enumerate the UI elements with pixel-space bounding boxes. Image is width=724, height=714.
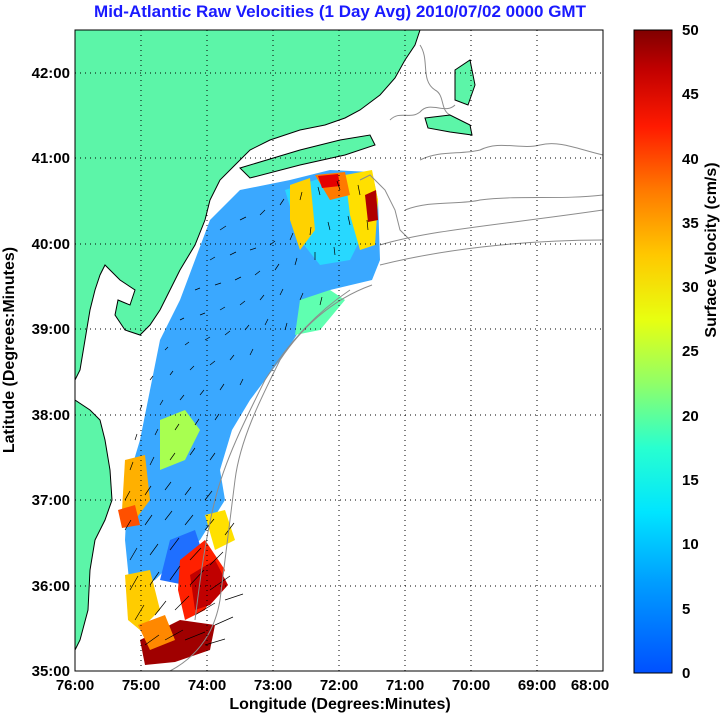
colorbar-tick-label: 50 <box>682 22 699 39</box>
colorbar-tick-label: 20 <box>682 408 699 425</box>
current-vectors <box>124 180 369 646</box>
y-tick-label: 36:00 <box>32 578 70 595</box>
x-tick-label: 72:00 <box>320 677 358 694</box>
colorbar-tick-label: 25 <box>682 343 699 360</box>
x-tick-label: 76:00 <box>56 677 94 694</box>
colorbar-tick-label: 30 <box>682 279 699 296</box>
y-axis-label: Latitude (Degrees:Minutes) <box>1 247 18 453</box>
plot-frame <box>74 29 604 672</box>
velocity-field <box>118 170 380 665</box>
colorbar-tick-label: 35 <box>682 215 699 232</box>
x-tick-label: 71:00 <box>386 677 424 694</box>
graticule <box>75 30 603 671</box>
colorbar-label: Surface Velocity (cm/s) <box>703 162 720 337</box>
x-tick-label: 70:00 <box>452 677 490 694</box>
map-title: Mid-Atlantic Raw Velocities (1 Day Avg) … <box>94 2 587 21</box>
x-tick-label: 75:00 <box>122 677 160 694</box>
y-tick-label: 40:00 <box>32 236 70 253</box>
colorbar: 0 5 10 15 20 25 30 35 40 45 50 Surface V… <box>633 22 720 682</box>
map-plot-area[interactable] <box>74 29 604 672</box>
y-tick-label: 41:00 <box>32 150 70 167</box>
x-tick-label: 68:00 <box>571 677 609 694</box>
x-axis: 76:00 75:00 74:00 73:00 72:00 71:00 70:0… <box>56 677 609 713</box>
x-tick-label: 69:00 <box>518 677 556 694</box>
landmass <box>75 30 476 651</box>
y-tick-label: 39:00 <box>32 321 70 338</box>
colorbar-tick-label: 10 <box>682 536 699 553</box>
colorbar-tick-label: 45 <box>682 86 699 103</box>
colorbar-tick-label: 15 <box>682 472 699 489</box>
x-tick-label: 74:00 <box>188 677 226 694</box>
x-axis-label: Longitude (Degrees:Minutes) <box>229 696 450 713</box>
y-axis: 35:00 36:00 37:00 38:00 39:00 40:00 41:0… <box>1 65 70 680</box>
y-tick-label: 38:00 <box>32 407 70 424</box>
y-tick-label: 37:00 <box>32 492 70 509</box>
y-tick-label: 35:00 <box>32 663 70 680</box>
colorbar-tick-label: 5 <box>682 601 690 618</box>
colorbar-gradient <box>633 29 673 674</box>
x-tick-label: 73:00 <box>254 677 292 694</box>
colorbar-tick-label: 0 <box>682 665 690 682</box>
bathymetry-contours <box>169 44 603 671</box>
colorbar-tick-label: 40 <box>682 151 699 168</box>
y-tick-label: 42:00 <box>32 65 70 82</box>
